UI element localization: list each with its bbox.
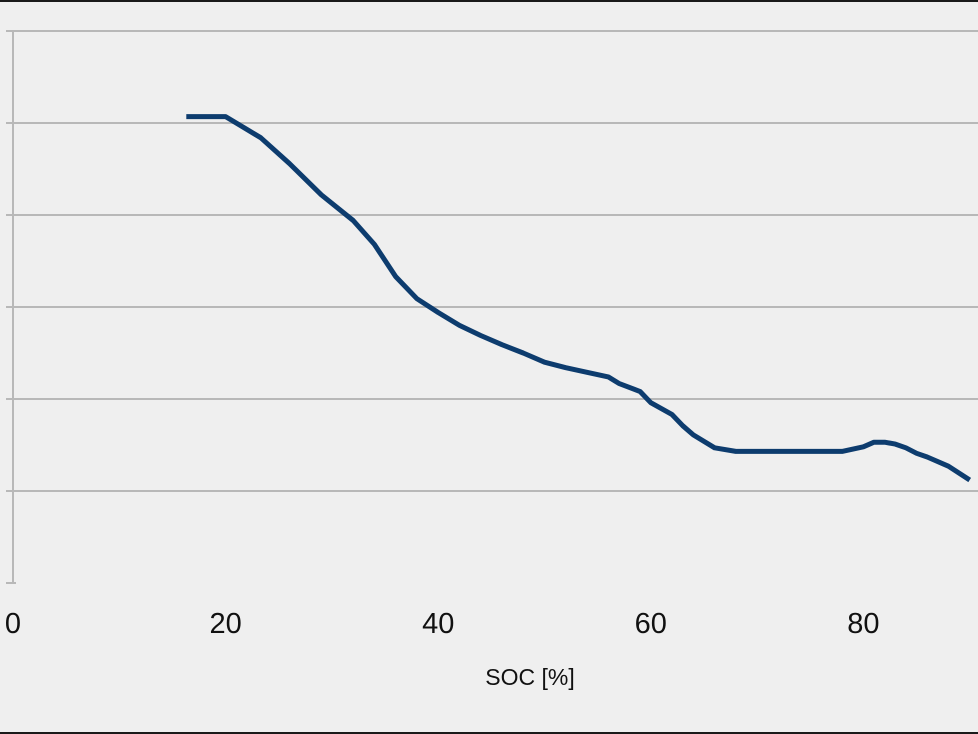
x-tick-label: 20	[209, 608, 241, 640]
series-layer	[186, 114, 972, 483]
x-tick-label: 80	[847, 608, 879, 640]
x-tick-label: 60	[635, 608, 667, 640]
x-axis-title: SOC [%]	[485, 664, 574, 690]
series-line-1	[186, 114, 972, 483]
x-tick-labels: 0 20 40 60 80	[5, 608, 880, 640]
gridlines	[6, 30, 978, 584]
x-tick-label: 0	[5, 608, 21, 640]
x-tick-label: 40	[422, 608, 454, 640]
